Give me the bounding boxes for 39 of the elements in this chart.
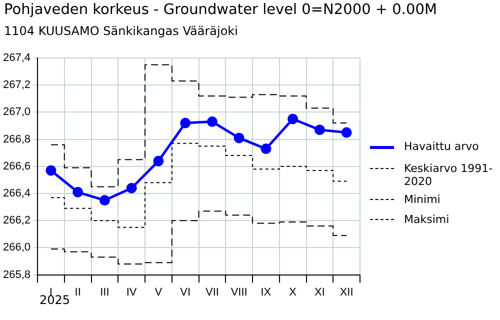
point xyxy=(99,195,110,206)
y-tick-label: 266,8 xyxy=(2,133,31,146)
point xyxy=(153,156,164,166)
point xyxy=(72,186,84,198)
point xyxy=(234,132,244,144)
chart-title: Pohjaveden korkeus - Groundwater level 0=N2000 + 0.00M xyxy=(4,2,437,18)
x-tick-label: III xyxy=(100,286,110,298)
y-tick-label: 267,2 xyxy=(2,79,31,92)
x-tick-label: VI xyxy=(180,286,191,298)
x-tick-label: V xyxy=(154,286,163,298)
y-tick-label: 266,6 xyxy=(2,160,31,172)
y-tick-label: 266,4 xyxy=(2,188,31,200)
legend-label: Minimi xyxy=(404,193,440,206)
point xyxy=(288,114,298,124)
y-tick-label: 267,4 xyxy=(2,52,31,64)
y-tick-label: 266,0 xyxy=(2,242,31,254)
x-tick-label: XII xyxy=(340,286,354,298)
legend-label: Havaittu arvo xyxy=(404,140,479,153)
x-tick-label: VII xyxy=(205,286,219,298)
point xyxy=(46,165,56,176)
legend-label: Maksimi xyxy=(404,213,450,226)
x-tick-label: IV xyxy=(126,286,138,298)
text: 2025 xyxy=(40,292,70,307)
point xyxy=(260,144,272,154)
chart-subtitle: 1104 KUUSAMO Sänkikangas Vääräjoki xyxy=(4,24,238,38)
x-tick-label: XI xyxy=(314,286,325,298)
point xyxy=(180,118,191,128)
point xyxy=(314,124,325,136)
point xyxy=(206,116,218,127)
legend-label: Keskiarvo 1991-2020 xyxy=(404,162,494,188)
x-tick-label: VIII xyxy=(230,286,248,298)
x-tick-label: X xyxy=(289,286,298,298)
x-tick-label: IX xyxy=(260,286,272,298)
x-tick-label: II xyxy=(74,286,81,298)
point xyxy=(126,182,137,194)
point xyxy=(341,127,352,138)
y-tick-label: 267,0 xyxy=(2,106,31,118)
y-tick-label: 266,2 xyxy=(2,214,31,227)
y-tick-label: 265,8 xyxy=(2,268,31,281)
